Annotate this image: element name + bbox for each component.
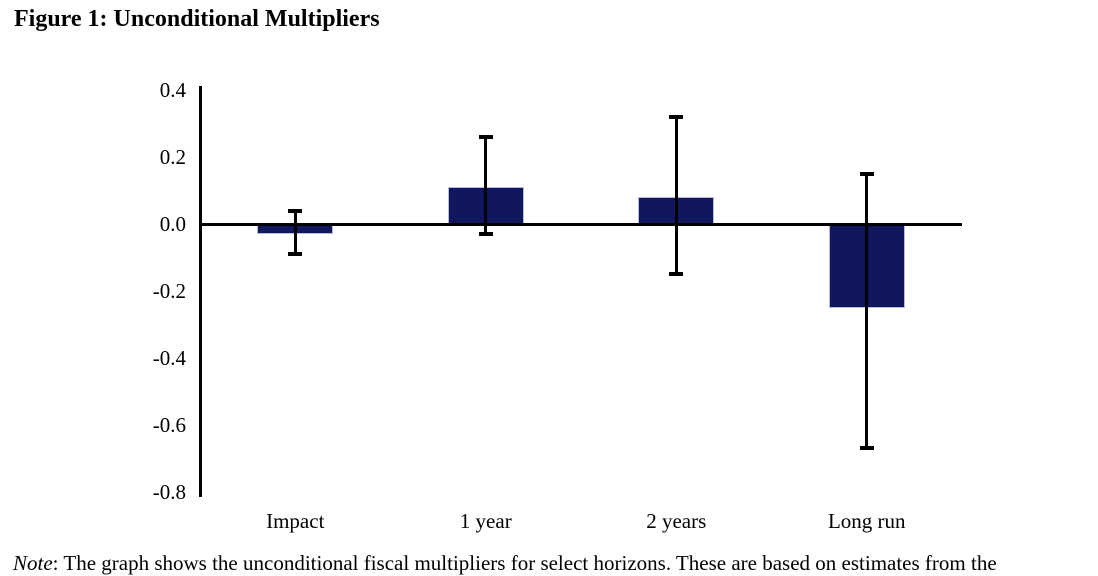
y-tick-label: -0.8 [152,480,186,504]
error-bar-stem [484,136,488,235]
error-bar-stem [674,116,678,275]
zero-line [200,222,962,226]
error-bar-stem [293,210,297,255]
figure-title: Figure 1: Unconditional Multipliers [14,6,380,32]
x-category-label: 1 year [459,509,512,533]
figure-note: Note: The graph shows the unconditional … [13,550,997,576]
y-tick-label: -0.6 [152,413,186,437]
x-category-label: Impact [266,509,325,533]
x-category-label: Long run [827,509,906,533]
y-axis-line [199,86,202,497]
y-tick-label: 0.0 [159,212,186,236]
error-bar-cap-top [669,114,684,119]
figure-note-prefix: Note [13,551,53,575]
error-bar-cap-bottom [288,252,303,257]
x-category-label: 2 years [646,509,707,533]
error-bar-cap-bottom [859,446,874,451]
error-bar-stem [865,173,869,449]
y-tick-label: 0.2 [159,145,186,169]
figure-note-body: : The graph shows the unconditional fisc… [52,551,997,575]
y-tick-label: -0.4 [152,346,186,370]
error-bar-cap-top [859,171,874,176]
error-bar-cap-top [288,208,303,213]
y-tick-label: -0.2 [152,279,186,303]
error-bar-cap-bottom [669,272,684,277]
y-tick-label: 0.4 [159,78,186,102]
error-bar-cap-top [478,134,493,139]
error-bar-cap-bottom [478,232,493,237]
